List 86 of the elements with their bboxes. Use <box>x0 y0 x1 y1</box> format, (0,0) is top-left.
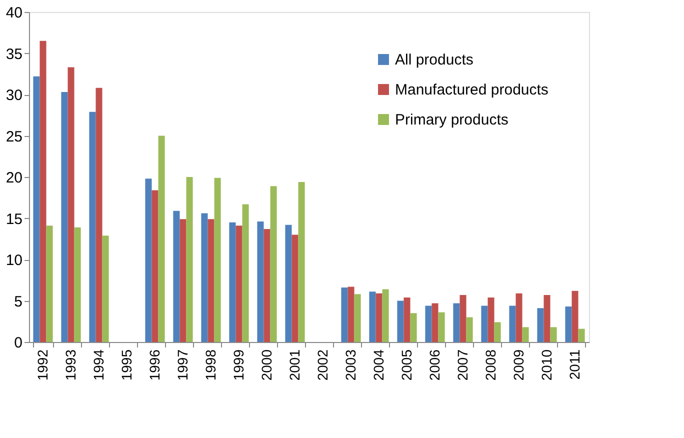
bar <box>369 292 376 342</box>
bar <box>270 186 277 342</box>
bar <box>382 289 389 342</box>
bar <box>152 190 158 342</box>
bar <box>432 303 438 342</box>
bar <box>208 219 214 342</box>
bar <box>236 226 242 342</box>
bar <box>522 327 529 342</box>
bar <box>242 204 249 342</box>
bar <box>544 294 550 342</box>
x-tick-label: 2000 <box>258 349 274 381</box>
x-tick-label: 2005 <box>398 349 414 381</box>
y-tick-label: 35 <box>6 46 22 63</box>
bar <box>229 222 236 342</box>
legend-label: Manufactured products <box>395 82 548 98</box>
bar <box>292 234 298 342</box>
x-tick-label: 2010 <box>538 349 554 381</box>
bar <box>201 213 208 342</box>
legend-label: Primary products <box>395 112 508 128</box>
bar <box>46 226 53 342</box>
bar <box>578 328 585 342</box>
bar <box>68 67 74 342</box>
bar <box>257 222 264 342</box>
y-tick-label: 15 <box>6 210 22 228</box>
bar <box>61 92 68 342</box>
y-tick-label: 40 <box>6 4 22 22</box>
bar <box>488 297 494 342</box>
x-tick-label: 2009 <box>510 349 526 381</box>
bar <box>74 227 81 342</box>
y-tick-label: 30 <box>6 87 22 104</box>
bar <box>537 308 544 342</box>
bar <box>348 286 354 342</box>
bar <box>214 178 221 342</box>
bar <box>186 177 193 342</box>
bar <box>341 288 348 342</box>
bar <box>460 294 466 342</box>
x-tick-label: 2007 <box>454 349 470 381</box>
bar <box>158 136 165 342</box>
bar <box>180 219 186 342</box>
bar <box>285 224 292 342</box>
bar <box>264 228 270 342</box>
x-tick-label: 2011 <box>566 349 582 380</box>
x-tick-label: 1998 <box>202 349 218 381</box>
y-tick-label: 20 <box>6 170 22 186</box>
x-tick-label: 2001 <box>286 349 302 381</box>
x-tick-label: 1997 <box>174 349 190 381</box>
x-tick-label: 1993 <box>62 349 78 381</box>
bar <box>438 312 445 342</box>
bar <box>494 322 501 342</box>
x-tick-label: 1999 <box>230 349 246 381</box>
bar <box>453 303 460 342</box>
x-tick-label: 2006 <box>426 349 442 381</box>
bar <box>550 327 557 342</box>
bar <box>33 76 40 342</box>
x-tick-label: 1992 <box>34 349 50 381</box>
bar <box>376 293 382 342</box>
bar <box>96 88 102 342</box>
bar <box>145 178 152 342</box>
legend-label: All products <box>395 52 474 68</box>
bar <box>173 210 180 342</box>
y-tick-label: 5 <box>14 293 22 310</box>
y-tick-label: 10 <box>6 252 22 269</box>
bar <box>425 306 432 342</box>
x-tick-label: 1994 <box>90 349 106 381</box>
bar <box>40 40 46 342</box>
bar <box>509 306 516 342</box>
bar <box>397 300 404 342</box>
bar <box>466 317 473 342</box>
bar <box>516 293 522 342</box>
x-tick-label: 2002 <box>314 349 330 381</box>
x-tick-label: 1995 <box>118 349 134 381</box>
bar <box>565 306 572 342</box>
x-tick-label: 1996 <box>146 349 162 381</box>
x-tick-label: 2008 <box>482 349 498 381</box>
x-tick-label: 2003 <box>342 349 358 381</box>
x-tick-label: 2004 <box>370 349 386 381</box>
bar <box>572 290 578 342</box>
bar <box>102 236 109 342</box>
y-tick-label: 25 <box>6 128 22 146</box>
bar <box>481 306 488 342</box>
bar <box>404 297 410 342</box>
bar <box>298 182 305 342</box>
bar <box>410 313 417 342</box>
bar <box>89 112 96 342</box>
bar <box>354 294 361 342</box>
y-tick-label: 0 <box>14 334 22 352</box>
